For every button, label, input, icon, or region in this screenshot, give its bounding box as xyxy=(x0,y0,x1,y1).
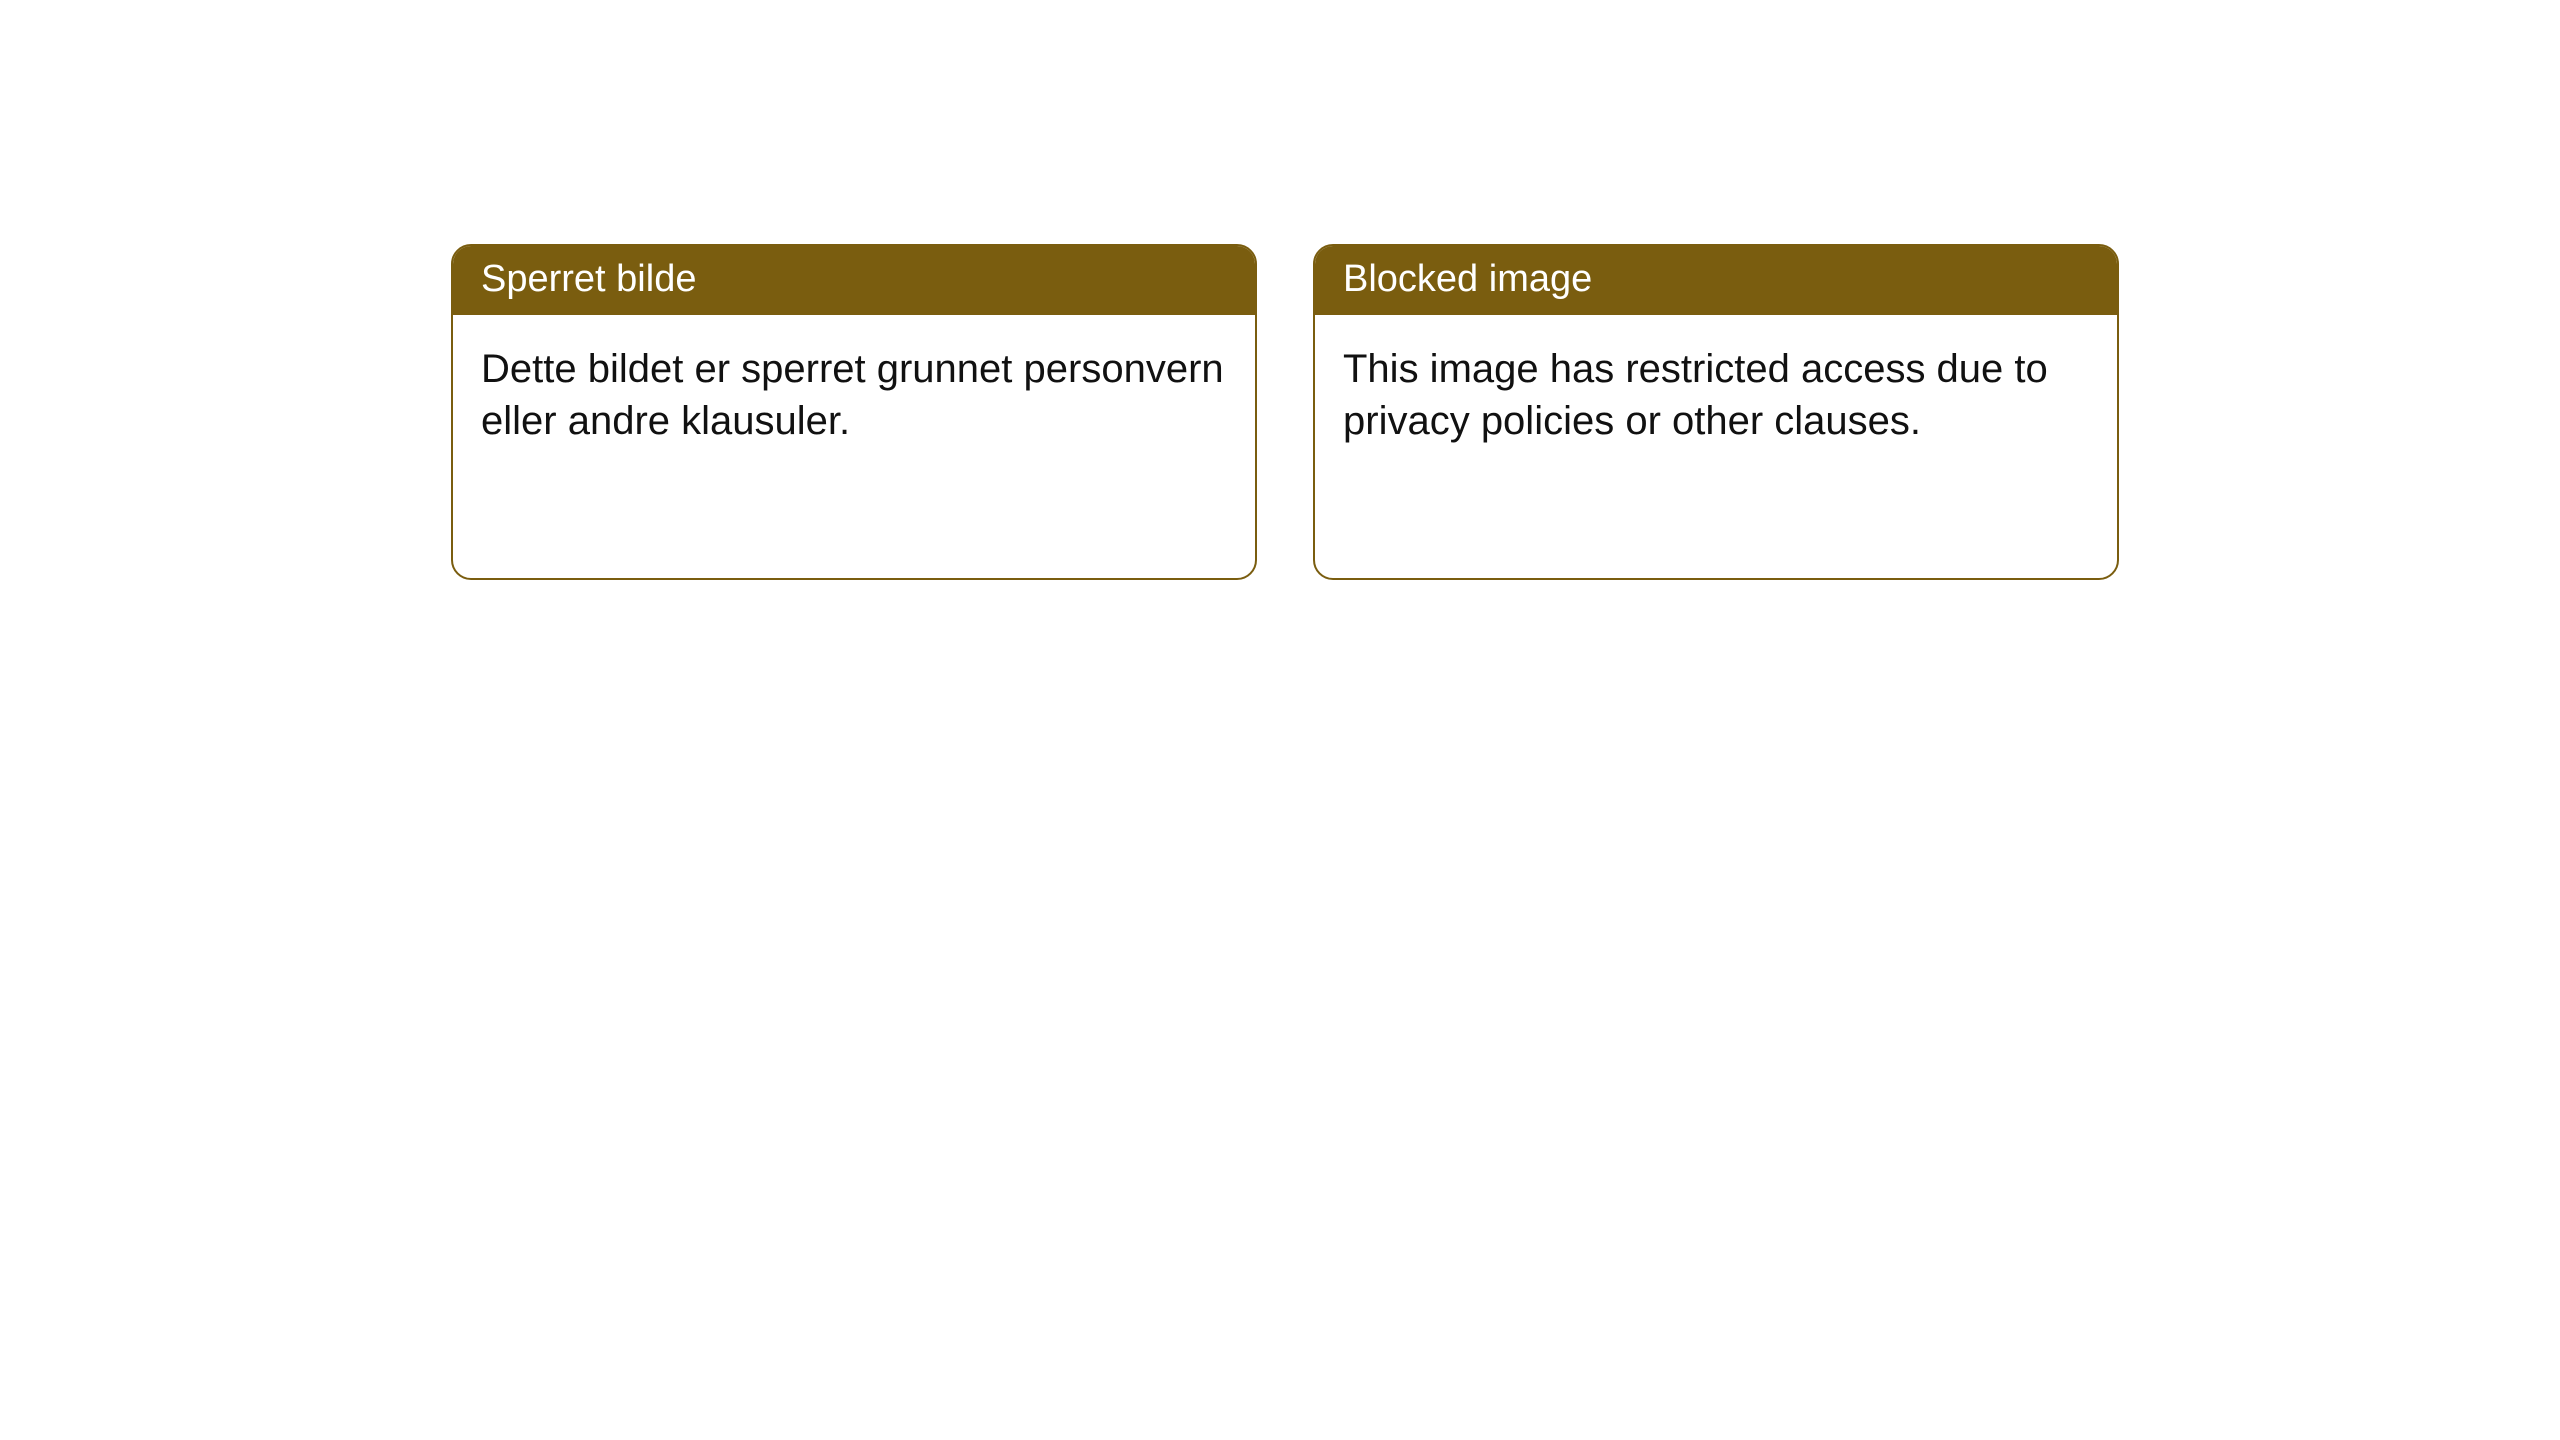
notice-header: Blocked image xyxy=(1315,246,2117,315)
notice-card-norwegian: Sperret bilde Dette bildet er sperret gr… xyxy=(451,244,1257,580)
notice-body: Dette bildet er sperret grunnet personve… xyxy=(453,315,1255,475)
notice-header: Sperret bilde xyxy=(453,246,1255,315)
notice-body: This image has restricted access due to … xyxy=(1315,315,2117,475)
notice-card-english: Blocked image This image has restricted … xyxy=(1313,244,2119,580)
notice-container: Sperret bilde Dette bildet er sperret gr… xyxy=(0,0,2560,580)
